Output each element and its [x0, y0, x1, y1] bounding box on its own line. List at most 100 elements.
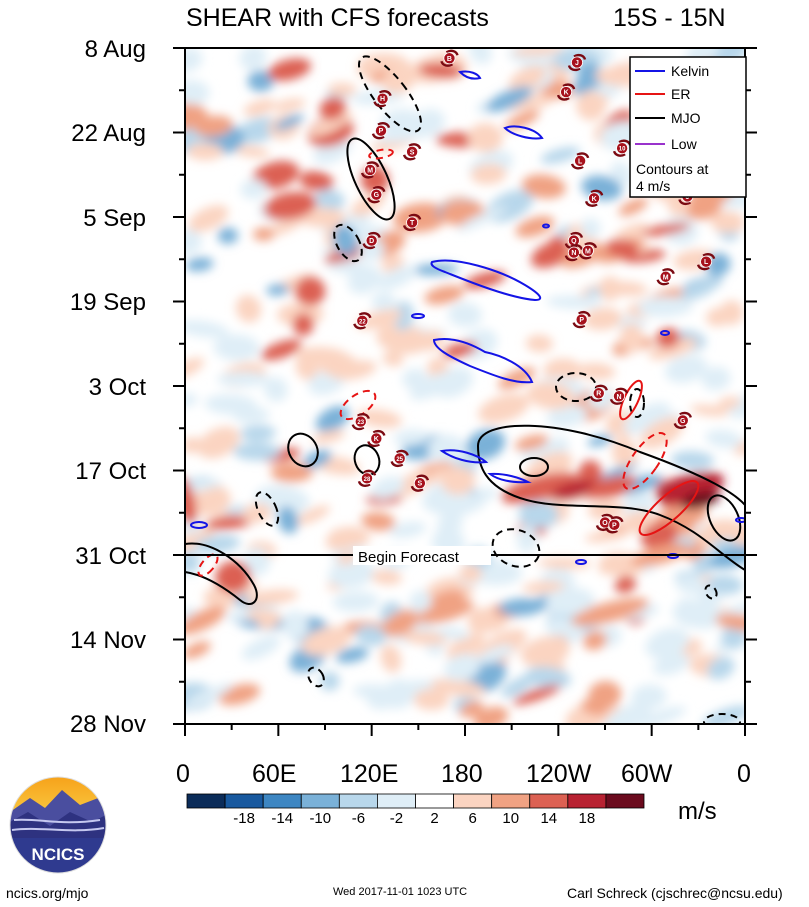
storm-label: 23 — [357, 420, 364, 426]
colorbar-swatch — [453, 793, 493, 809]
kelvin-contour — [411, 313, 425, 319]
storm-symbol: S — [402, 143, 422, 161]
colorbar-swatch — [377, 793, 416, 809]
storm-label: D — [369, 238, 374, 245]
kelvin-contour — [439, 449, 489, 464]
storm-label: G — [374, 192, 380, 199]
colorbar-swatch — [605, 793, 645, 809]
storm-symbol: L — [570, 152, 590, 170]
legend-er-label: ER — [671, 86, 690, 102]
mjo-contour-dashed — [307, 666, 325, 688]
colorbar-level-label: 18 — [578, 810, 596, 827]
storm-label: B — [447, 56, 452, 63]
colorbar-level-label: 14 — [540, 810, 558, 827]
storm-symbol: G — [673, 411, 692, 430]
er-contour-solid — [638, 480, 700, 536]
mjo-contour-solid — [519, 457, 549, 477]
mjo-contour-solid — [353, 444, 381, 476]
region-label: 15S - 15N — [613, 4, 726, 32]
storm-symbol: M — [578, 242, 598, 260]
storm-symbol: K — [367, 429, 386, 448]
website-link[interactable]: ncics.org/mjo — [6, 885, 89, 901]
storm-label: J — [575, 60, 579, 67]
x-tick-label: 60E — [252, 760, 297, 788]
storm-label: P — [612, 522, 617, 529]
y-tick-label: 14 Nov — [69, 627, 146, 654]
x-tick-label: 120W — [526, 760, 592, 788]
y-tick-label: 3 Oct — [88, 374, 146, 401]
storm-label: N — [571, 250, 576, 257]
storm-symbol: G — [367, 186, 386, 204]
colorbar-level-label: 2 — [430, 810, 439, 827]
storm-symbol: N — [609, 387, 629, 405]
mjo-contour-solid — [706, 494, 742, 542]
kelvin-contour — [503, 125, 544, 140]
storm-symbol: M — [656, 268, 675, 286]
storm-label: 10 — [619, 147, 626, 153]
colorbar-level-label: -18 — [233, 810, 255, 827]
storm-symbol: R — [589, 384, 608, 402]
colorbar-level-label: -2 — [389, 810, 404, 827]
storm-symbol: 25 — [390, 449, 409, 468]
y-tick-label: 28 Nov — [69, 711, 146, 738]
colorbar-swatch — [186, 793, 226, 809]
storm-label: M — [585, 248, 591, 255]
author-credit: Carl Schreck (cjschrec@ncsu.edu) — [567, 885, 783, 901]
colorbar-swatch — [529, 793, 569, 809]
y-tick-label: 22 Aug — [71, 120, 146, 147]
storm-label: H — [380, 96, 385, 103]
y-tick-label: 19 Sep — [69, 289, 146, 316]
storm-symbol: J — [567, 53, 587, 72]
y-tick-label: 8 Aug — [84, 36, 146, 63]
storm-label: T — [410, 220, 415, 227]
kelvin-contour — [542, 223, 550, 229]
storm-symbol: 23 — [351, 412, 370, 431]
timestamp: Wed 2017-11-01 1023 UTC — [333, 886, 468, 898]
kelvin-contour — [432, 338, 534, 384]
storm-label: L — [578, 158, 583, 165]
storm-symbol: H — [373, 90, 392, 108]
storm-label: 22 — [359, 319, 366, 325]
colorbar-swatch — [224, 793, 264, 809]
storm-label: S — [410, 149, 415, 156]
storm-label: M — [367, 167, 373, 174]
storm-symbol: K — [556, 83, 576, 101]
storm-symbol: 22 — [353, 312, 372, 330]
colorbar-swatch — [262, 793, 302, 809]
er-contour-dashed — [197, 553, 219, 577]
storm-symbol: D — [362, 231, 381, 250]
colorbar-level-label: -10 — [309, 810, 332, 827]
storm-label: O — [602, 520, 608, 527]
legend-mjo-label: MJO — [671, 110, 701, 126]
er-contour-dashed — [368, 148, 394, 160]
storm-label: N — [616, 394, 621, 401]
mjo-contour-dashed — [704, 584, 718, 600]
y-tick-label: 5 Sep — [83, 205, 146, 232]
legend-note-line1: Contours at — [636, 161, 708, 177]
storm-label: R — [596, 391, 601, 398]
storm-symbol: 28 — [357, 469, 377, 487]
kelvin-contour — [735, 517, 745, 523]
colorbar-swatch — [300, 793, 340, 809]
ncics-logo: NCICS — [9, 776, 107, 874]
storm-symbol: N — [564, 243, 584, 262]
x-tick-label: 180 — [441, 760, 483, 788]
mjo-contour-dashed — [491, 528, 541, 568]
colorbar-level-label: 6 — [468, 810, 477, 827]
colorbar — [186, 793, 645, 809]
storm-label: P — [579, 317, 584, 324]
storm-symbol: K — [584, 189, 604, 207]
colorbar-level-label: -14 — [271, 810, 294, 827]
storm-label: K — [564, 90, 569, 97]
mjo-contour-dashed — [333, 223, 363, 263]
storm-symbol: M — [360, 161, 380, 179]
storm-symbol: T — [402, 213, 422, 232]
storm-label: S — [418, 481, 423, 488]
y-tick-label: 31 Oct — [75, 543, 146, 570]
mjo-contour-dashed — [254, 491, 280, 527]
x-tick-label: 120E — [340, 760, 399, 788]
legend-note-line2: 4 m/s — [636, 178, 670, 194]
storm-symbol: B — [440, 49, 459, 67]
storm-label: 25 — [396, 457, 403, 463]
storm-symbol: P — [371, 122, 391, 140]
